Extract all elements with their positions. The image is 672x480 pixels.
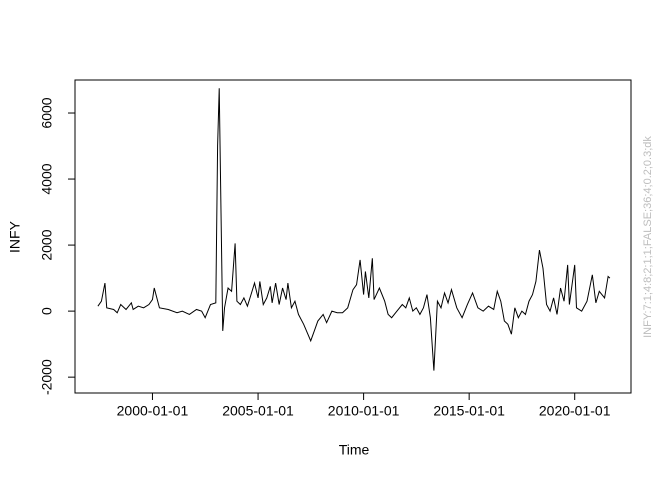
y-tick-label: 4000	[39, 163, 55, 194]
x-tick-label: 2020-01-01	[539, 403, 611, 419]
x-tick-label: 2000-01-01	[117, 403, 189, 419]
annotation: INFY:7:1;4:8;2;1;1;FALSE;36;4;0.2;0.3;dk	[642, 136, 654, 338]
y-tick-label: -2000	[39, 359, 55, 395]
data-line	[97, 88, 611, 371]
x-tick-label: 2010-01-01	[328, 403, 400, 419]
x-tick-label: 2005-01-01	[222, 403, 294, 419]
y-tick-label: 2000	[39, 229, 55, 260]
plot-box	[74, 79, 632, 394]
y-axis-title: INFY	[7, 220, 23, 253]
x-axis-title: Time	[339, 442, 370, 458]
y-tick-label: 6000	[39, 97, 55, 128]
y-tick-label: 0	[39, 307, 55, 315]
x-tick-label: 2015-01-01	[433, 403, 505, 419]
